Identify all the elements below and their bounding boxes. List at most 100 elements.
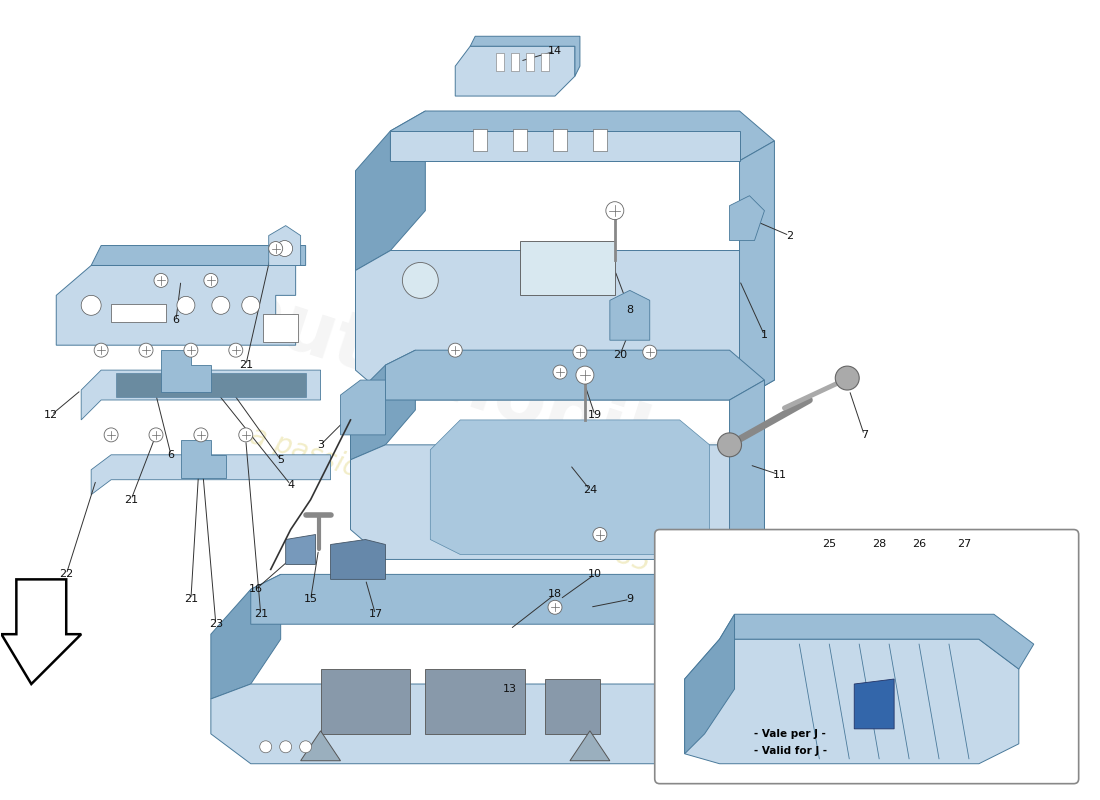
Circle shape: [573, 345, 587, 359]
Bar: [320, 669, 410, 734]
Polygon shape: [390, 131, 739, 161]
Text: 15: 15: [304, 594, 318, 604]
Circle shape: [239, 428, 253, 442]
Text: 23: 23: [209, 619, 223, 630]
Text: 21: 21: [254, 610, 267, 619]
Text: 6: 6: [167, 450, 175, 460]
Circle shape: [212, 296, 230, 314]
Text: 2: 2: [785, 230, 793, 241]
Bar: [520, 241, 615, 295]
Polygon shape: [729, 380, 764, 559]
Circle shape: [553, 365, 566, 379]
Text: 7: 7: [860, 430, 868, 440]
Text: a passion for parts since 1985: a passion for parts since 1985: [246, 422, 654, 578]
Polygon shape: [300, 731, 341, 761]
Circle shape: [268, 242, 283, 255]
Bar: [496, 54, 504, 71]
Bar: [473, 129, 487, 151]
Circle shape: [184, 343, 198, 357]
Polygon shape: [430, 420, 710, 554]
Polygon shape: [81, 370, 320, 420]
Text: 4: 4: [287, 480, 294, 490]
Polygon shape: [455, 46, 575, 96]
Polygon shape: [729, 196, 764, 241]
Polygon shape: [1, 579, 81, 684]
Circle shape: [279, 741, 292, 753]
Polygon shape: [56, 266, 296, 345]
Polygon shape: [710, 604, 739, 764]
Polygon shape: [180, 440, 226, 478]
Polygon shape: [91, 246, 306, 266]
Polygon shape: [355, 111, 426, 270]
Text: 9: 9: [626, 594, 634, 604]
Circle shape: [593, 527, 607, 542]
Circle shape: [242, 296, 260, 314]
Text: 24: 24: [583, 485, 597, 494]
Circle shape: [194, 428, 208, 442]
Polygon shape: [331, 539, 385, 579]
Bar: [544, 679, 600, 734]
Circle shape: [148, 428, 163, 442]
Bar: [593, 129, 607, 151]
Circle shape: [576, 366, 594, 384]
Text: 28: 28: [872, 539, 887, 550]
Polygon shape: [351, 350, 416, 460]
FancyBboxPatch shape: [654, 530, 1079, 784]
Polygon shape: [211, 684, 739, 764]
Circle shape: [204, 274, 218, 287]
Bar: [111, 304, 166, 322]
Polygon shape: [91, 455, 331, 494]
Polygon shape: [570, 731, 609, 761]
Polygon shape: [286, 534, 316, 565]
Text: 14: 14: [548, 46, 562, 56]
Text: 13: 13: [503, 684, 517, 694]
Polygon shape: [251, 574, 739, 624]
Text: - Vale per J -: - Vale per J -: [755, 729, 826, 739]
Bar: [512, 54, 519, 71]
Text: 6: 6: [173, 315, 179, 326]
Text: 5: 5: [277, 454, 284, 465]
Circle shape: [449, 343, 462, 357]
Bar: [541, 54, 549, 71]
Polygon shape: [161, 350, 211, 392]
Circle shape: [606, 202, 624, 220]
Polygon shape: [341, 380, 385, 435]
Text: 11: 11: [772, 470, 786, 480]
Bar: [526, 54, 534, 71]
Polygon shape: [385, 350, 764, 400]
Circle shape: [277, 241, 293, 257]
Text: 1: 1: [761, 330, 768, 340]
Polygon shape: [390, 111, 774, 161]
Text: 18: 18: [548, 590, 562, 599]
Polygon shape: [609, 290, 650, 340]
Text: 16: 16: [249, 584, 263, 594]
Circle shape: [403, 262, 438, 298]
Text: 3: 3: [317, 440, 324, 450]
Circle shape: [229, 343, 243, 357]
Circle shape: [299, 741, 311, 753]
Text: 19: 19: [587, 410, 602, 420]
Circle shape: [717, 433, 741, 457]
Text: 26: 26: [912, 539, 926, 550]
Text: 10: 10: [587, 570, 602, 579]
Polygon shape: [719, 614, 1034, 669]
Bar: [553, 129, 566, 151]
Polygon shape: [351, 445, 764, 559]
Circle shape: [177, 296, 195, 314]
Polygon shape: [117, 373, 306, 397]
Text: 17: 17: [368, 610, 383, 619]
Text: 21: 21: [124, 494, 139, 505]
Polygon shape: [684, 614, 735, 754]
Polygon shape: [355, 250, 774, 400]
Circle shape: [548, 600, 562, 614]
Text: europ
automobiles: europ automobiles: [223, 192, 778, 508]
Polygon shape: [211, 574, 280, 699]
Text: 8: 8: [626, 306, 634, 315]
Circle shape: [81, 295, 101, 315]
Text: - Valid for J -: - Valid for J -: [755, 746, 827, 756]
Text: 20: 20: [613, 350, 627, 360]
Polygon shape: [739, 141, 774, 400]
Text: 21: 21: [184, 594, 198, 604]
Circle shape: [95, 343, 108, 357]
Text: 22: 22: [59, 570, 74, 579]
